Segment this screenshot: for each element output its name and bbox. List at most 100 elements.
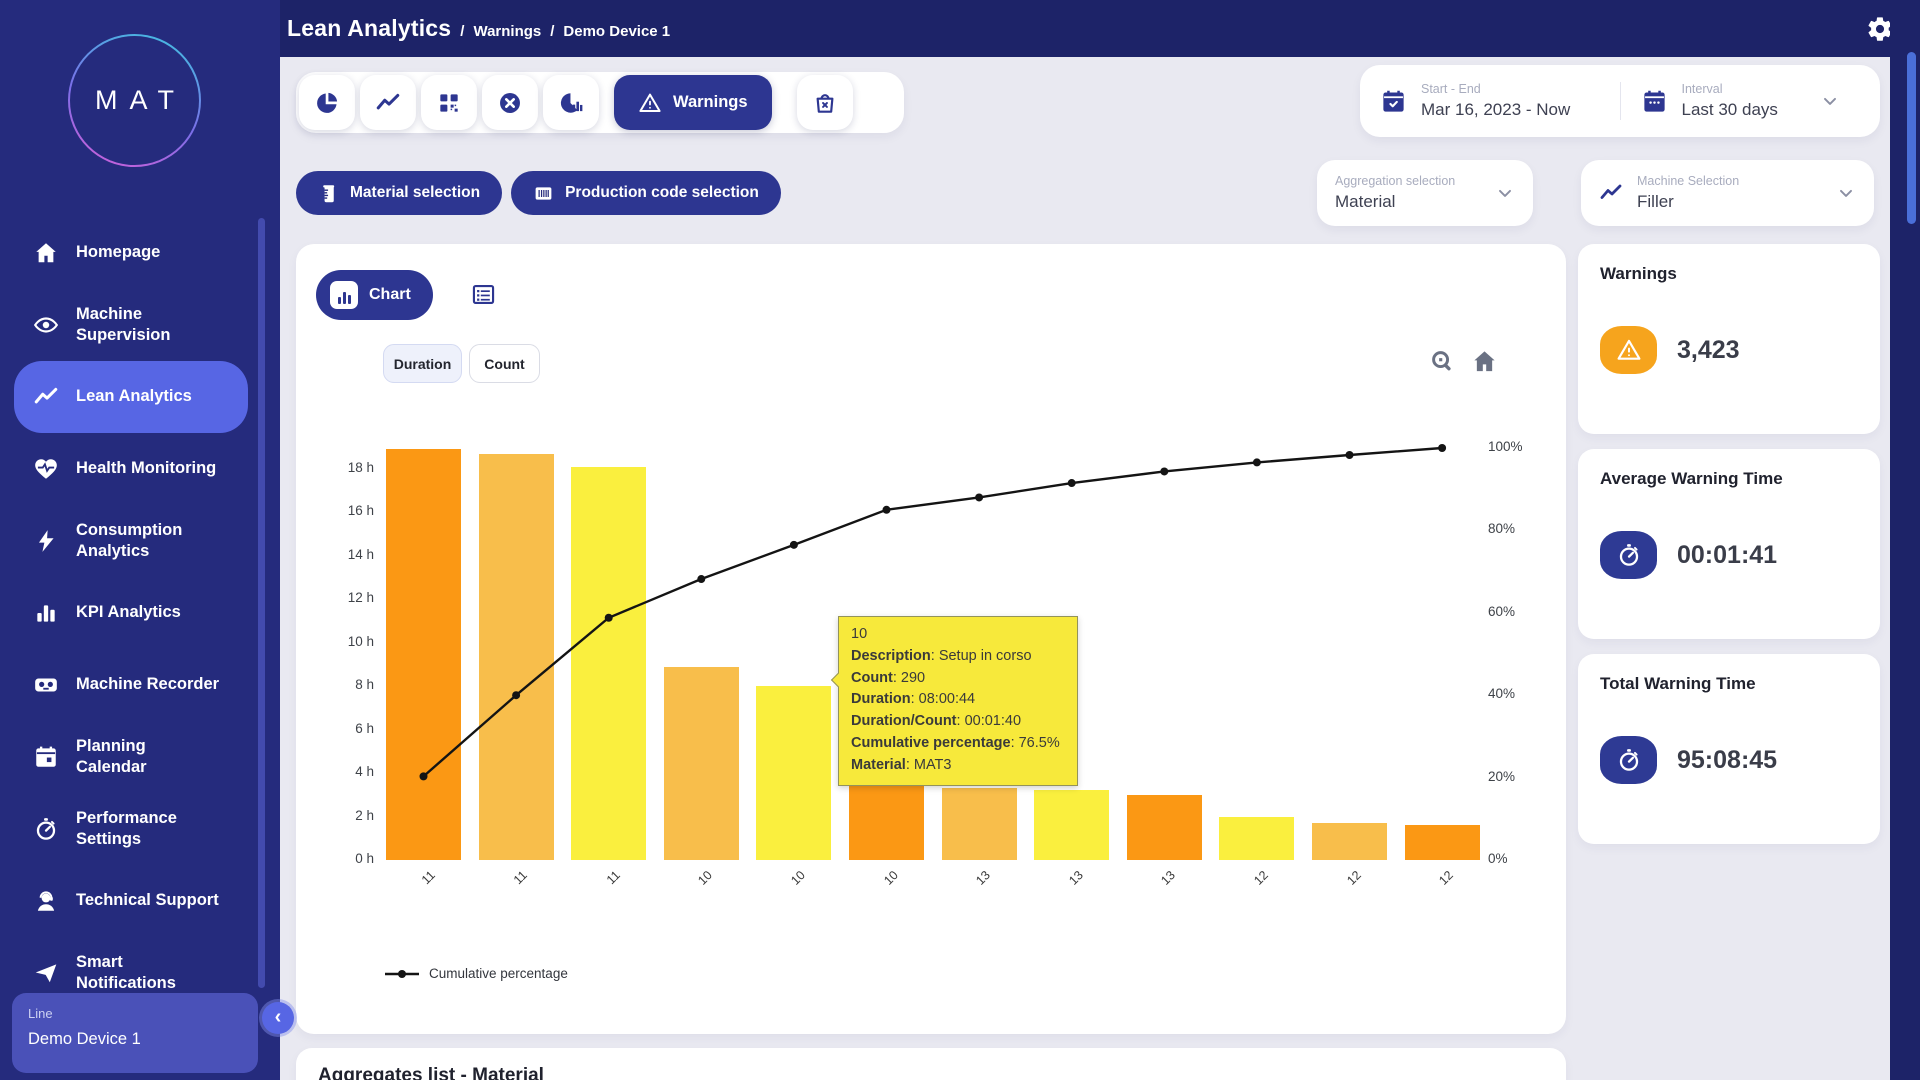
pareto-bar[interactable] <box>941 788 1017 860</box>
table-view-icon[interactable] <box>470 281 497 308</box>
machine-select-label: Machine Selection <box>1637 174 1740 188</box>
sidebar-item-technical-support[interactable]: Technical Support <box>14 865 248 937</box>
sidebar-item-homepage[interactable]: Homepage <box>14 217 248 289</box>
count-toggle[interactable]: Count <box>469 344 540 383</box>
sidebar: MAT Homepage Machine Supervision Lean Anal… <box>0 0 280 1080</box>
page-scrollbar-track[interactable] <box>1890 0 1920 1080</box>
breadcrumb-separator: / <box>550 23 555 40</box>
material-selection-button[interactable]: Material selection <box>296 171 503 215</box>
chart-reset-icon[interactable] <box>1471 348 1498 375</box>
interval-value: Last 30 days <box>1681 100 1778 119</box>
sidebar-item-label: Machine Recorder <box>76 675 220 694</box>
tooltip-title: 10 <box>851 626 868 642</box>
pareto-bar[interactable] <box>1312 823 1387 860</box>
top-bar: Lean Analytics / Warnings / Demo Device … <box>0 0 1920 57</box>
sidebar-item-label: Technical Support <box>76 891 219 910</box>
chart-legend[interactable]: Cumulative percentage <box>385 966 568 981</box>
pareto-bar[interactable] <box>1034 790 1110 860</box>
pareto-bar[interactable] <box>663 666 739 860</box>
duration-toggle[interactable]: Duration <box>383 344 462 383</box>
pareto-bar[interactable] <box>1219 816 1295 860</box>
tooltip-row: Duration: 08:00:44 <box>851 691 976 708</box>
pareto-bar[interactable] <box>1404 825 1480 860</box>
aggregation-select[interactable]: Aggregation selection Material <box>1317 160 1533 226</box>
sidebar-item-kpi-analytics[interactable]: KPI Analytics <box>14 577 248 649</box>
stats-column: Warnings 3,423 Average Warning Time 00:01:4… <box>1578 244 1880 1034</box>
device-panel-value: Demo Device 1 <box>28 1030 141 1048</box>
pareto-bar[interactable] <box>1126 794 1202 860</box>
x-axis-label: 12 <box>1251 868 1271 888</box>
view-tab-combo-chart-icon[interactable] <box>543 75 599 130</box>
production-code-selection-button[interactable]: Production code selection <box>511 171 781 215</box>
stat-title: Warnings <box>1600 264 1677 283</box>
y-axis-tick: 16 h <box>347 503 374 519</box>
tooltip-row: Count: 290 <box>851 669 926 686</box>
machine-select[interactable]: Machine Selection Filler <box>1581 160 1874 226</box>
percent-axis-tick: 0% <box>1488 851 1508 866</box>
stat-card-average-warning-time: Average Warning Time 00:01:41 <box>1578 449 1880 639</box>
y-axis-tick: 6 h <box>355 720 374 736</box>
percent-axis-tick: 100% <box>1488 439 1523 454</box>
x-axis-label: 11 <box>510 868 530 888</box>
sidebar-item-label: Consumption Analytics <box>76 520 183 560</box>
view-tab-grid-icon[interactable] <box>421 75 477 130</box>
percent-axis-tick: 20% <box>1488 768 1516 784</box>
sidebar-item-consumption-analytics[interactable]: Consumption Analytics <box>14 505 248 577</box>
sidebar-item-performance-settings[interactable]: Performance Settings <box>14 793 248 865</box>
sidebar-item-machine-recorder[interactable]: Machine Recorder <box>14 649 248 721</box>
pareto-chart-card: Chart Duration Count 0 h 2 h 4 h 6 h 8 h 10 h… <box>296 244 1566 1034</box>
date-range-card: Start - End Mar 16, 2023 - Now Interval … <box>1360 65 1880 137</box>
stopwatch-icon <box>1600 736 1657 784</box>
page-title: Lean Analytics <box>287 15 452 41</box>
y-axis-tick: 0 h <box>355 851 374 866</box>
view-tab-warnings-active[interactable]: Warnings <box>614 75 772 130</box>
aggregation-value: Material <box>1335 192 1396 211</box>
sidebar-item-smart-notifications[interactable]: Smart Notifications <box>14 937 248 1009</box>
stat-value: 3,423 <box>1677 335 1740 364</box>
view-tab-strip: Warnings <box>296 72 904 133</box>
sidebar-item-health-monitoring[interactable]: Health Monitoring <box>14 433 248 505</box>
aggregation-label: Aggregation selection <box>1335 174 1456 188</box>
breadcrumb-warnings[interactable]: Warnings <box>473 23 542 40</box>
sidebar-scrollbar[interactable] <box>258 218 265 988</box>
app-logo: MAT <box>68 34 201 167</box>
device-panel-label: Line <box>28 1006 53 1021</box>
breadcrumb: Lean Analytics / Warnings / Demo Device … <box>287 15 670 42</box>
headset-icon <box>33 888 59 914</box>
x-axis-label: 10 <box>695 868 716 888</box>
stopwatch-icon <box>1600 531 1657 579</box>
view-tab-bag-x[interactable] <box>796 75 853 130</box>
view-tab-x-circle-icon[interactable] <box>482 75 538 130</box>
breadcrumb-device[interactable]: Demo Device 1 <box>563 23 671 40</box>
x-axis-label: 12 <box>1436 868 1456 888</box>
sidebar-item-lean-analytics[interactable]: Lean Analytics <box>14 361 248 433</box>
legend-label: Cumulative percentage <box>429 966 568 981</box>
sidebar-item-machine-supervision[interactable]: Machine Supervision <box>14 289 248 361</box>
aggregates-card: Aggregates list - Material <box>296 1048 1566 1080</box>
trend-icon <box>1599 181 1623 205</box>
sidebar-item-planning-calendar[interactable]: Planning Calendar <box>14 721 248 793</box>
warning-icon <box>638 91 662 115</box>
start-end-field[interactable]: Start - End Mar 16, 2023 - Now <box>1360 82 1620 120</box>
pareto-bar[interactable] <box>478 453 554 860</box>
view-tab-pie-chart-icon[interactable] <box>299 75 355 130</box>
pareto-bar[interactable] <box>386 449 461 860</box>
chart-zoom-icon[interactable] <box>1429 348 1456 375</box>
calendar-icon <box>33 744 59 770</box>
tooltip-row: Material: MAT3 <box>851 756 952 773</box>
sidebar-collapse-button[interactable]: ‹ <box>262 1002 294 1034</box>
chart-tab[interactable]: Chart <box>316 270 433 320</box>
breadcrumb-separator: / <box>460 23 465 40</box>
recorder-icon <box>33 672 59 698</box>
view-tab-trend-icon[interactable] <box>360 75 416 130</box>
sidebar-item-label: Lean Analytics <box>76 387 192 406</box>
calendar-check-icon <box>1380 88 1407 115</box>
settings-gear-icon[interactable] <box>1866 15 1894 43</box>
x-axis-label: 13 <box>1065 868 1086 888</box>
interval-field[interactable]: Interval Last 30 days <box>1619 82 1881 120</box>
page-scrollbar-thumb[interactable] <box>1907 52 1916 224</box>
pareto-bar[interactable] <box>571 466 647 860</box>
pareto-bar[interactable] <box>756 686 832 860</box>
y-axis-tick: 10 h <box>347 633 374 649</box>
x-axis-label: 12 <box>1343 868 1364 888</box>
